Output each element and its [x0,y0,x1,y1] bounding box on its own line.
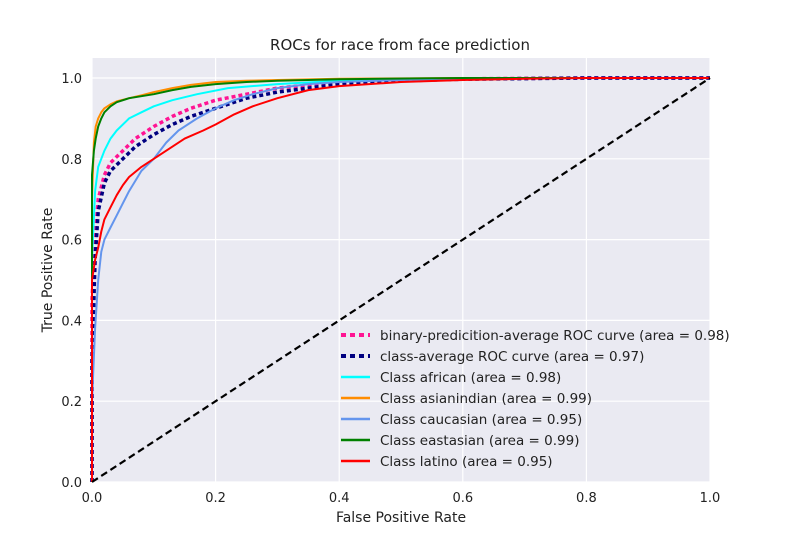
y-tick-labels: 0.0 0.2 0.4 0.6 0.8 1.0 [61,72,82,491]
x-axis-label: False Positive Rate [336,510,466,526]
y-tick-label: 0.2 [61,395,82,410]
legend-entry-4: Class caucasian (area = 0.95) [380,412,582,428]
legend-entry-2: Class african (area = 0.98) [380,370,561,386]
x-tick-label: 0.4 [329,491,350,506]
x-tick-labels: 0.0 0.2 0.4 0.6 0.8 1.0 [82,491,721,506]
series-lines [90,76,711,483]
chart-title: ROCs for race from face prediction [270,36,530,54]
y-tick-label: 0.6 [61,234,82,249]
y-tick-label: 1.0 [61,72,82,87]
y-tick-label: 0.0 [61,476,82,491]
legend-entry-0: binary-predicition-average ROC curve (ar… [380,328,730,344]
y-axis-label: True Positive Rate [40,208,56,334]
plot-area [92,58,710,482]
legend-entry-6: Class latino (area = 0.95) [380,454,553,470]
series-line-6 [91,77,710,482]
legend: binary-predicition-average ROC curve (ar… [341,328,730,470]
x-tick-label: 0.6 [452,491,473,506]
y-tick-label: 0.4 [61,314,82,329]
series-line-2 [91,77,710,482]
grid-lines [91,58,711,483]
x-tick-label: 0.8 [576,491,597,506]
x-tick-label: 0.2 [205,491,226,506]
series-line-7 [91,77,711,483]
legend-entry-5: Class eastasian (area = 0.99) [380,433,579,449]
x-tick-label: 0.0 [82,491,103,506]
y-tick-label: 0.8 [61,153,82,168]
x-tick-label: 1.0 [700,491,721,506]
legend-entry-3: Class asianindian (area = 0.99) [380,391,592,407]
series-line-5 [91,77,710,482]
legend-entry-1: class-average ROC curve (area = 0.97) [380,349,644,365]
series-line-4 [91,77,710,482]
